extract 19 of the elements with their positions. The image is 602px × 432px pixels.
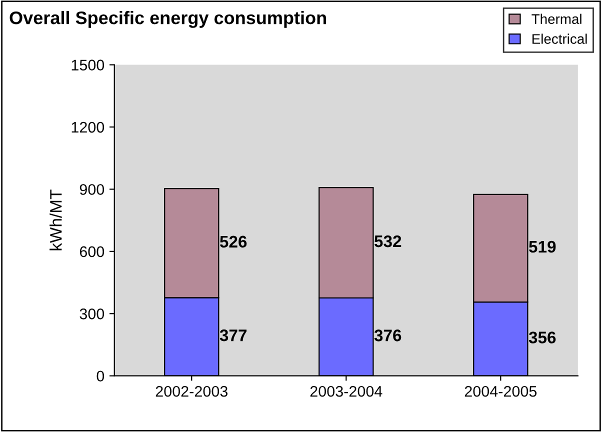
data-label: 526 [220,236,247,248]
y-tick-label: 600 [80,246,104,258]
y-tick-label: 1500 [72,60,104,70]
chart-title: Overall Specific energy consumption [10,10,326,28]
data-label: 377 [220,329,247,342]
data-label: 376 [374,330,402,342]
y-tick-label: 0 [96,370,104,382]
x-tick-label: 2003-2004 [310,386,382,397]
x-tick-label: 2004-2005 [464,386,537,397]
y-axis-title: kWh/MT [50,190,62,250]
data-label: 519 [528,240,556,253]
y-tick-label: 900 [80,184,104,195]
y-tick-label: 300 [80,308,104,320]
data-label: 532 [374,235,402,248]
data-label: 356 [528,332,556,344]
y-tick-label: 1200 [72,122,104,133]
x-tick-label: 2002-2003 [156,386,228,397]
legend-label: Thermal [532,14,582,24]
legend-label: Electrical [532,34,587,44]
